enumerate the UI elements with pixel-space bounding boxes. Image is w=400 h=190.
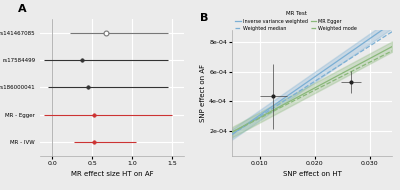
X-axis label: MR effect size HT on AF: MR effect size HT on AF: [71, 171, 153, 177]
X-axis label: SNP effect on HT: SNP effect on HT: [282, 171, 342, 177]
Text: B: B: [200, 13, 208, 23]
Text: A: A: [18, 4, 27, 13]
Y-axis label: SNP effect on AF: SNP effect on AF: [200, 64, 206, 122]
Legend: Inverse variance weighted, Weighted median, MR Egger, Weighted mode: Inverse variance weighted, Weighted medi…: [234, 10, 358, 32]
